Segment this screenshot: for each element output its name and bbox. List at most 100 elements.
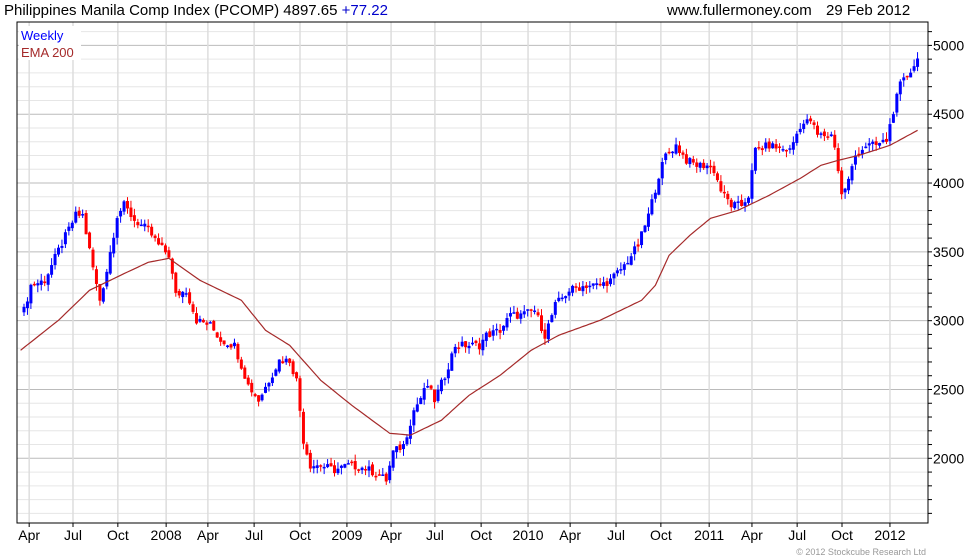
candle xyxy=(653,189,657,203)
candle-body xyxy=(132,215,136,221)
candle-body xyxy=(57,247,60,255)
candle-body xyxy=(257,395,261,402)
candle-body xyxy=(402,444,405,450)
candle xyxy=(771,141,775,149)
candle-body xyxy=(602,282,606,286)
candle xyxy=(609,274,612,287)
candle xyxy=(346,459,350,465)
x-tick-label: Jul xyxy=(245,527,263,543)
candle xyxy=(350,459,354,466)
candle xyxy=(405,434,409,447)
candle-body xyxy=(885,138,888,142)
candle xyxy=(136,218,140,229)
candle-body xyxy=(212,321,216,331)
candle-body xyxy=(112,237,116,254)
candle-body xyxy=(150,226,154,236)
candle xyxy=(274,368,278,377)
candle xyxy=(581,281,585,297)
chart-date: 29 Feb 2012 xyxy=(826,2,910,19)
x-tick-label: Oct xyxy=(650,527,672,543)
candle-body xyxy=(74,211,78,223)
legend-weekly: Weekly xyxy=(21,28,64,43)
candle xyxy=(229,343,233,350)
candle xyxy=(864,142,868,149)
candle xyxy=(32,281,36,287)
candle-body xyxy=(481,339,485,351)
candle-body xyxy=(553,302,557,315)
candle-body xyxy=(867,143,871,146)
candle xyxy=(308,449,312,473)
candle xyxy=(819,131,823,139)
y-tick-label: 4500 xyxy=(933,106,964,122)
candle xyxy=(816,121,819,138)
candle xyxy=(22,303,26,317)
candle xyxy=(50,258,54,278)
candle xyxy=(333,460,336,477)
y-tick-label: 3500 xyxy=(933,244,964,260)
candle xyxy=(150,223,154,238)
candle xyxy=(684,148,688,165)
candle-body xyxy=(305,444,309,455)
candle-body xyxy=(60,245,64,248)
candle xyxy=(612,272,616,286)
candle xyxy=(671,151,675,158)
candle xyxy=(53,248,57,270)
candle xyxy=(446,363,450,384)
candle-body xyxy=(898,81,902,95)
candle-body xyxy=(467,345,471,349)
candle-body xyxy=(536,312,540,316)
legend-background xyxy=(19,26,81,60)
candle-body xyxy=(674,144,678,154)
candle-body xyxy=(336,468,340,474)
candle-body xyxy=(577,287,581,291)
candle xyxy=(74,206,78,224)
x-tick-label: Oct xyxy=(107,527,129,543)
candle xyxy=(767,138,771,152)
candle xyxy=(740,194,744,207)
candle xyxy=(464,341,468,353)
candle-body xyxy=(729,199,733,208)
candle xyxy=(370,462,374,477)
candle-body xyxy=(136,222,140,226)
candle-body xyxy=(540,315,543,331)
candle-body xyxy=(653,192,657,199)
candle-body xyxy=(705,165,709,169)
candle-body xyxy=(809,118,813,122)
candle xyxy=(560,293,564,302)
y-tick-label: 5000 xyxy=(933,37,964,53)
candle-body xyxy=(167,250,171,258)
candle-body xyxy=(143,223,147,227)
chart-title: Philippines Manila Comp Index (PCOMP) 48… xyxy=(4,2,388,19)
candle xyxy=(98,284,102,306)
candle xyxy=(322,463,326,475)
candle xyxy=(108,245,112,275)
candle xyxy=(339,464,343,475)
candle-body xyxy=(163,245,167,253)
candle xyxy=(705,162,709,175)
candle xyxy=(702,159,706,170)
candle xyxy=(571,284,575,297)
candle xyxy=(822,128,826,141)
candle-body xyxy=(53,253,57,266)
candle-body xyxy=(857,153,861,156)
candle xyxy=(546,319,550,343)
candle-body xyxy=(826,136,830,138)
candle-body xyxy=(546,323,550,340)
candle-body xyxy=(519,313,523,319)
plot-frame xyxy=(16,21,929,524)
candle-body xyxy=(560,297,564,300)
candle-body xyxy=(788,148,792,150)
candle-body xyxy=(591,283,595,286)
candle xyxy=(805,114,809,126)
candle-body xyxy=(84,213,88,235)
source-site: www.fullermoney.com xyxy=(666,2,812,19)
candle-body xyxy=(391,450,395,468)
candle xyxy=(543,323,547,345)
candle xyxy=(722,185,726,198)
candle xyxy=(391,450,395,471)
candle xyxy=(633,241,637,261)
candle-body xyxy=(605,281,609,286)
candle xyxy=(284,355,288,365)
candle xyxy=(650,194,654,216)
